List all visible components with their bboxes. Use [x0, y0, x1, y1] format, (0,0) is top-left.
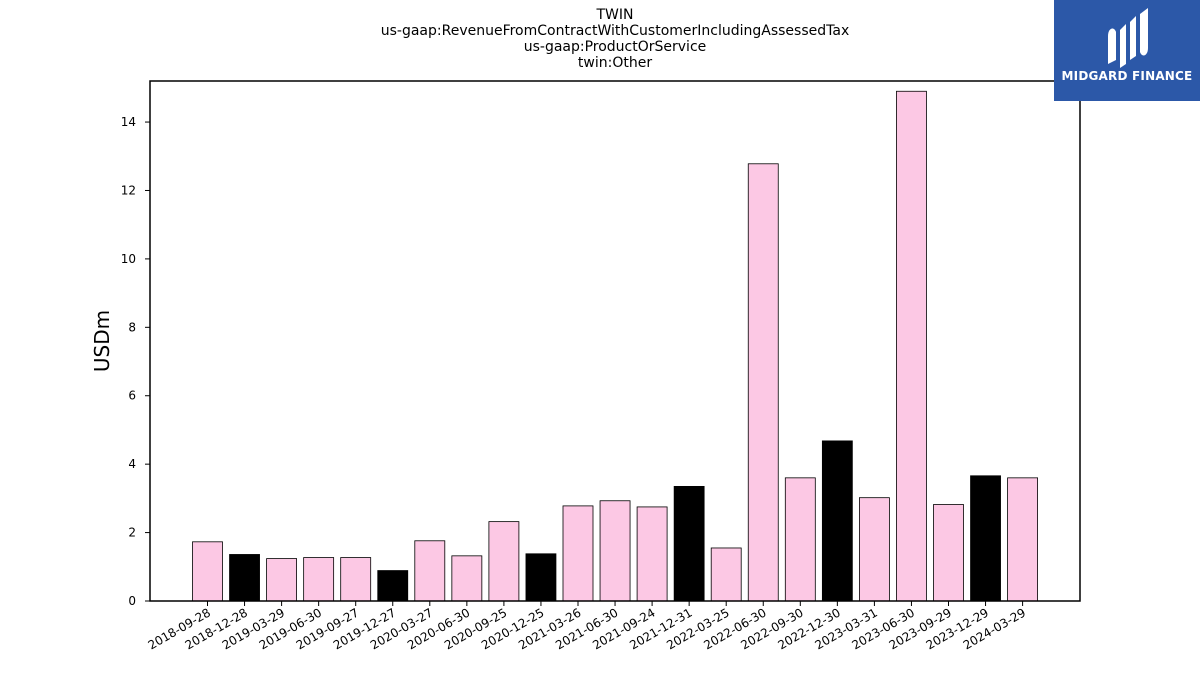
midgard-finance-logo-icon	[1108, 8, 1148, 68]
chart-title-line-3: us-gaap:ProductOrService	[523, 39, 707, 55]
y-tick-label: 12	[121, 183, 136, 197]
bar-2021-06-30	[599, 500, 631, 602]
y-axis-label: USDm	[90, 310, 114, 372]
logo-text: MIDGARD FINANCE	[1061, 69, 1193, 83]
bar-2021-03-26	[562, 505, 594, 602]
bar-2022-06-30	[747, 163, 779, 602]
bar-2020-09-25	[488, 521, 520, 602]
midgard-finance-logo: MIDGARD FINANCE	[1054, 0, 1200, 101]
plot-frame	[149, 80, 1081, 602]
bar-2020-03-27	[414, 540, 446, 602]
y-tick-label: 6	[128, 389, 136, 403]
chart-title-line-2: us-gaap:RevenueFromContractWithCustomerI…	[380, 23, 850, 39]
bar-2021-12-31	[673, 485, 705, 602]
bars-group	[192, 90, 1038, 602]
bar-2019-06-30	[303, 557, 335, 602]
bar-2018-09-28	[192, 541, 223, 602]
y-tick-label: 2	[128, 526, 136, 540]
bar-2024-03-29	[1007, 477, 1038, 602]
bar-2019-09-27	[340, 557, 372, 602]
bar-2022-03-25	[710, 547, 742, 602]
bar-2018-12-28	[229, 554, 260, 602]
bar-2022-12-30	[821, 440, 853, 602]
bar-2019-03-29	[266, 558, 298, 602]
y-tick-label: 10	[121, 252, 136, 266]
bar-2022-09-30	[784, 477, 816, 602]
y-tick-label: 14	[121, 115, 136, 129]
bar-2020-06-30	[451, 555, 483, 602]
bar-2023-06-30	[896, 90, 927, 602]
y-tick-label: 8	[128, 320, 136, 334]
chart-title: TWIN us-gaap:RevenueFromContractWithCust…	[0, 7, 1200, 71]
y-tick-label: 0	[128, 594, 136, 608]
y-axis-ticks: 0 2 4 6 8 10 12 14	[121, 115, 150, 608]
x-axis-ticks: 2018-09-282018-12-282019-03-292019-06-30…	[146, 601, 1028, 652]
bar-2023-12-29	[970, 475, 1001, 602]
bar-2023-03-31	[859, 497, 890, 602]
chart-title-line-4: twin:Other	[577, 55, 653, 71]
y-tick-label: 4	[128, 457, 136, 471]
bar-2023-09-29	[933, 504, 964, 602]
chart-title-line-1: TWIN	[596, 7, 634, 23]
bar-2019-12-27	[377, 570, 409, 602]
bar-2020-12-25	[525, 553, 557, 602]
bar-2021-09-24	[636, 506, 668, 602]
